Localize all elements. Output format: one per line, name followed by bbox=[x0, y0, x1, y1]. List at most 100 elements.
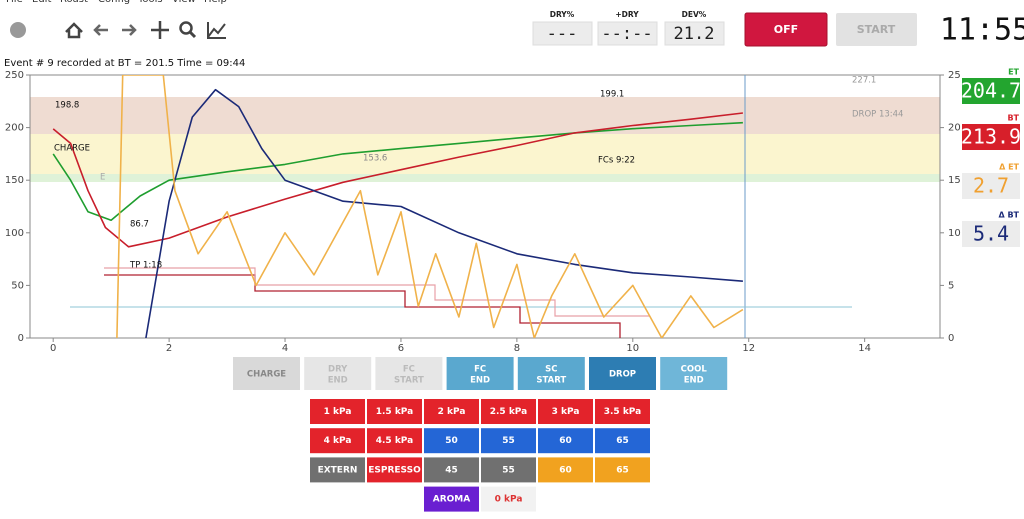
event-button[interactable] bbox=[589, 357, 656, 390]
control-button-label: 0 kPa bbox=[495, 495, 523, 505]
control-button[interactable] bbox=[481, 457, 536, 483]
lcd-label: DRY% bbox=[550, 10, 575, 19]
annotation: 227.1 bbox=[852, 76, 876, 86]
readout-value: 213.9 bbox=[961, 125, 1021, 149]
pan-icon[interactable] bbox=[151, 21, 169, 39]
control-button[interactable] bbox=[481, 399, 536, 424]
x-tick-label: 14 bbox=[858, 343, 871, 354]
event-button-label: SC START bbox=[536, 364, 566, 385]
control-button[interactable] bbox=[367, 428, 422, 454]
control-button-label: 2 kPa bbox=[438, 407, 466, 417]
home-icon[interactable] bbox=[65, 22, 83, 39]
lcd-label: +DRY bbox=[615, 10, 639, 19]
event-button-label: FC START bbox=[394, 364, 424, 385]
add-icon[interactable] bbox=[10, 22, 26, 38]
start-button[interactable] bbox=[836, 13, 917, 46]
clock: 11:55 bbox=[940, 13, 1024, 48]
control-button[interactable] bbox=[367, 399, 422, 424]
off-button[interactable] bbox=[744, 12, 828, 47]
control-button-label: 1 kPa bbox=[324, 407, 352, 417]
control-button[interactable] bbox=[481, 486, 536, 512]
event-button-label: DROP bbox=[609, 370, 636, 380]
readout-box bbox=[962, 221, 1020, 247]
plot-frame bbox=[29, 74, 941, 339]
control-button-label: 60 bbox=[559, 465, 572, 475]
y-tick-label: 250 bbox=[5, 70, 24, 81]
control-button[interactable] bbox=[424, 428, 479, 454]
control-button-label: 55 bbox=[502, 465, 515, 475]
chart-icon[interactable] bbox=[207, 22, 226, 39]
curve bbox=[145, 88, 743, 338]
y-tick-label: 100 bbox=[5, 228, 24, 239]
menu-item[interactable]: View bbox=[172, 0, 196, 5]
event-button[interactable] bbox=[660, 357, 728, 390]
control-button[interactable] bbox=[481, 428, 536, 454]
lcd-value: 21.2 bbox=[674, 24, 715, 44]
control-button[interactable] bbox=[424, 486, 479, 512]
control-button[interactable] bbox=[595, 428, 650, 454]
readout-box bbox=[962, 173, 1020, 199]
menu-item[interactable]: Tools bbox=[137, 0, 163, 5]
readout-value: 204.7 bbox=[961, 79, 1021, 103]
control-button[interactable] bbox=[538, 457, 593, 483]
control-button[interactable] bbox=[538, 399, 593, 424]
off-button-label: OFF bbox=[774, 23, 798, 36]
menu-bar: File Edit Roast Config Tools View Help bbox=[6, 0, 227, 5]
annotation: E bbox=[100, 173, 105, 183]
annotation: DROP 13:44 bbox=[852, 110, 903, 120]
event-button[interactable] bbox=[446, 357, 514, 390]
control-button[interactable] bbox=[310, 399, 365, 424]
readout-box bbox=[962, 124, 1020, 150]
annotation: CHARGE bbox=[54, 144, 90, 154]
forward-icon[interactable] bbox=[122, 24, 137, 36]
status-message: Event # 9 recorded at BT = 201.5 Time = … bbox=[4, 58, 245, 69]
readout-label: Δ BT bbox=[998, 211, 1019, 220]
lcd-box bbox=[532, 21, 593, 46]
y-tick-label: 200 bbox=[5, 123, 24, 134]
event-button[interactable] bbox=[517, 357, 585, 390]
event-button[interactable] bbox=[233, 357, 300, 390]
x-tick-label: 12 bbox=[742, 343, 755, 354]
y2-tick-label: 25 bbox=[948, 70, 961, 81]
control-button-label: 1.5 kPa bbox=[376, 407, 414, 417]
zoom-icon[interactable] bbox=[179, 21, 193, 35]
control-button[interactable] bbox=[424, 457, 479, 483]
control-button[interactable] bbox=[595, 457, 650, 483]
annotation: 198.8 bbox=[55, 101, 79, 111]
control-button-label: AROMA bbox=[433, 495, 471, 505]
back-icon[interactable] bbox=[93, 24, 108, 36]
x-tick-label: 10 bbox=[626, 343, 639, 354]
event-steps-background bbox=[104, 267, 650, 317]
menu-item[interactable]: Roast bbox=[60, 0, 88, 5]
control-button[interactable] bbox=[367, 457, 422, 483]
menu-item[interactable]: Edit bbox=[32, 0, 51, 5]
control-button[interactable] bbox=[538, 428, 593, 454]
control-button[interactable] bbox=[310, 428, 365, 454]
readout-value: 5.4 bbox=[973, 222, 1009, 246]
event-button[interactable] bbox=[304, 357, 372, 390]
event-button-label: COOL END bbox=[681, 364, 708, 385]
event-button-label: CHARGE bbox=[247, 370, 286, 380]
annotation: 199.1 bbox=[600, 90, 624, 100]
y2-tick-label: 20 bbox=[948, 123, 961, 134]
lcd-box bbox=[664, 21, 725, 46]
zoom-icon-handle bbox=[188, 30, 197, 39]
annotation: FCs 9:22 bbox=[598, 156, 635, 166]
event-button[interactable] bbox=[375, 357, 443, 390]
control-button[interactable] bbox=[424, 399, 479, 424]
y2-tick-label: 5 bbox=[948, 280, 954, 291]
control-button[interactable] bbox=[595, 399, 650, 424]
menu-item[interactable]: File bbox=[6, 0, 23, 5]
y2-tick-label: 10 bbox=[948, 228, 961, 239]
readout-label: BT bbox=[1007, 114, 1019, 123]
x-tick-label: 2 bbox=[166, 343, 172, 354]
menu-item[interactable]: Config bbox=[98, 0, 130, 5]
y-tick-label: 150 bbox=[5, 175, 24, 186]
x-tick-label: 8 bbox=[514, 343, 520, 354]
y-tick-label: 0 bbox=[18, 333, 24, 344]
readout-box bbox=[962, 78, 1020, 104]
menu-item[interactable]: Help bbox=[204, 0, 227, 5]
annotation: 86.7 bbox=[130, 220, 149, 230]
phase-band bbox=[30, 97, 940, 134]
control-button[interactable] bbox=[310, 457, 365, 483]
